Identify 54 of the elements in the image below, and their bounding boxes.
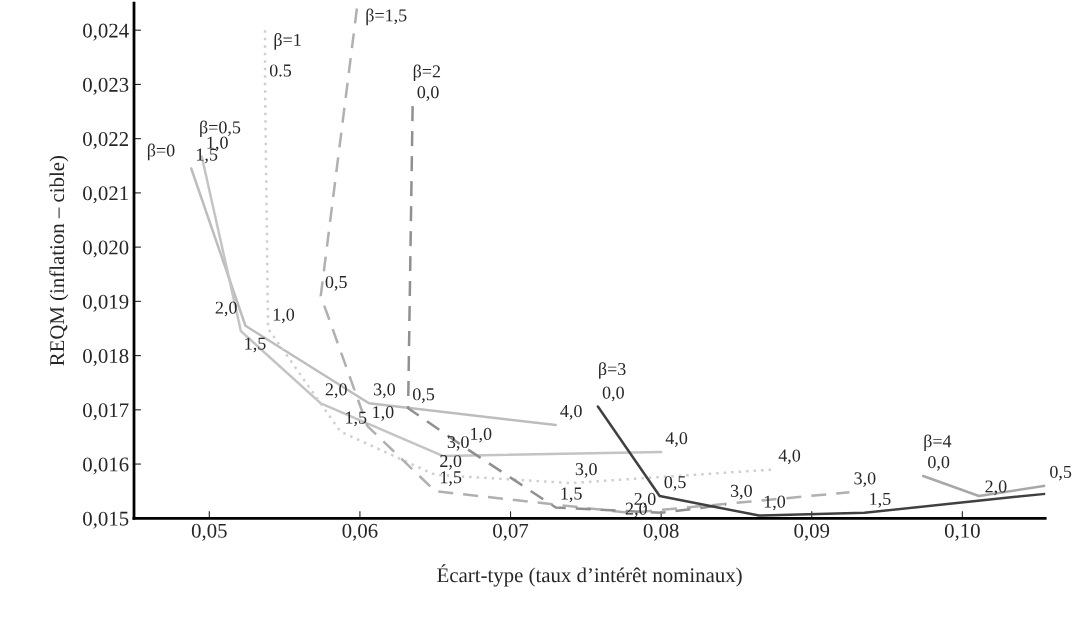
series-label: β=1,5	[366, 8, 407, 26]
y-tick-label: 0,018	[83, 348, 129, 367]
y-tick-label: 0,017	[83, 403, 129, 421]
x-tick-label: 0,05	[191, 523, 227, 541]
annotation: 0,5	[325, 275, 347, 291]
annotation: 0,5	[1050, 465, 1072, 481]
annotation: 2,0	[325, 383, 347, 399]
annotation: 3,0	[373, 383, 395, 399]
annotation: 1,5	[245, 337, 266, 353]
annotation: 3,0	[575, 463, 597, 478]
x-tick-label: 0,10	[944, 523, 980, 541]
annotation: 0,0	[928, 455, 950, 471]
annotation: 3,0	[447, 435, 469, 451]
annotation: 3,0	[730, 484, 752, 500]
x-tick-label: 0,09	[794, 523, 830, 541]
annotation: 1,5	[440, 471, 462, 486]
annotation: 0,5	[664, 476, 686, 491]
annotation: 1,0	[471, 427, 492, 443]
annotation: 1,0	[273, 308, 295, 324]
y-axis-title: REQM (inflation – cible)	[49, 156, 69, 366]
annotation: 4,0	[778, 449, 801, 465]
annotation: 1,5	[346, 411, 367, 427]
annotation: 4,0	[665, 432, 688, 447]
series-label: β=0,5	[200, 120, 241, 138]
y-tick-label: 0,016	[83, 457, 129, 475]
annotation: 1,0	[764, 495, 786, 511]
annotation: 1,5	[870, 492, 891, 508]
series-label: β=4	[924, 434, 952, 451]
x-tick-label: 0,06	[342, 523, 378, 541]
annotation: 0,0	[417, 86, 439, 101]
annotation: 3,0	[854, 472, 876, 488]
x-axis-title: Écart-type (taux d’intérêt nominaux)	[437, 564, 742, 587]
annotation: 0,5	[412, 388, 435, 403]
y-tick-label: 0,015	[83, 511, 129, 529]
annotation: 0.5	[269, 64, 292, 77]
series-label: β=0	[147, 143, 175, 161]
annotation: 4,0	[560, 404, 582, 420]
annotation: 1,0	[373, 406, 394, 421]
annotation: 2,0	[215, 301, 237, 317]
series-label: β=2	[413, 64, 441, 82]
annotation: 2,0	[985, 480, 1007, 496]
annotation: 0,0	[602, 386, 624, 402]
annotation: 1,5	[561, 487, 582, 503]
series-label: β=1	[274, 33, 301, 50]
y-tick-label: 0,023	[83, 77, 129, 95]
x-tick-label: 0,08	[643, 523, 679, 541]
y-tick-label: 0,022	[83, 132, 128, 150]
series-label: β=3	[599, 362, 626, 379]
y-tick-label: 0,021	[83, 186, 128, 204]
y-tick-label: 0,024	[83, 23, 129, 41]
y-tick-label: 0,019	[83, 294, 129, 312]
y-tick-label: 0,020	[83, 240, 129, 258]
x-tick-label: 0,07	[493, 523, 529, 541]
annotation: 2,0	[440, 454, 462, 470]
